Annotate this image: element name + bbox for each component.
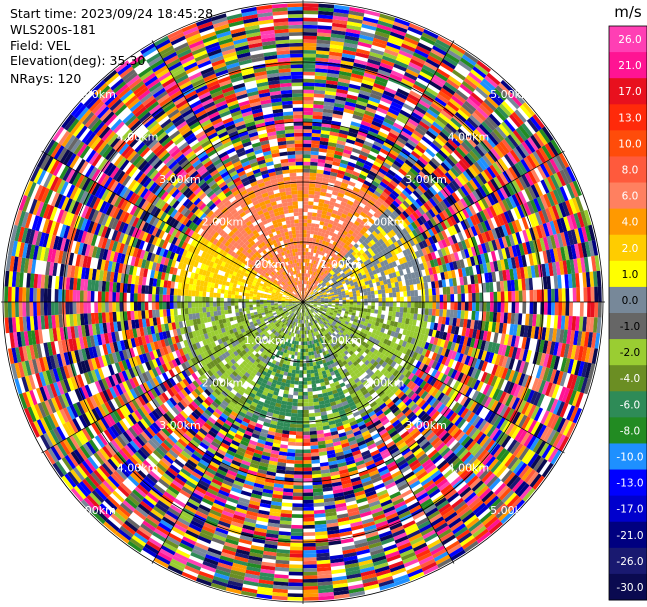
range-ring-label: 4.00km xyxy=(117,461,159,474)
colorbar-tick-label: 17.0 xyxy=(618,86,641,98)
range-ring-label: 1.00km xyxy=(320,258,362,271)
range-ring-label: 2.00km xyxy=(363,377,405,390)
range-ring-label: 2.00km xyxy=(202,215,244,228)
range-ring-labels: 1.00km 1.00km 1.00km 1.00km 2.00km 2.00km 2.00… xyxy=(74,88,531,517)
colorbar-cell xyxy=(609,339,647,366)
range-ring-label: 3.00km xyxy=(405,173,447,186)
azimuth-line xyxy=(302,301,455,564)
colorbar-cell xyxy=(609,469,647,497)
velocity-field xyxy=(4,3,602,601)
colorbar-cell xyxy=(609,234,647,262)
range-ring-label: 4.00km xyxy=(448,131,490,144)
colorbar-tick-label: 2.0 xyxy=(622,243,639,255)
colorbar-cell xyxy=(609,208,647,236)
colorbar-tick-label: 10.0 xyxy=(618,138,641,150)
colorbar-frame xyxy=(608,25,647,601)
azimuth-line xyxy=(302,150,565,303)
colorbar-tick-label: 8.0 xyxy=(622,165,639,177)
colorbar-cell xyxy=(609,443,647,471)
colorbar-tick-label: -6.0 xyxy=(620,399,641,411)
range-ring-label: 3.00km xyxy=(159,419,201,432)
colorbar-tick-label: 26.0 xyxy=(618,34,641,46)
range-ring-label: 5.00km xyxy=(74,88,116,101)
polar-grid xyxy=(1,0,605,604)
colorbar-cell xyxy=(609,156,647,184)
nrays-label: NRays: 120 xyxy=(10,71,82,86)
colorbar-cell xyxy=(609,104,647,131)
colorbar-tick-label: -2.0 xyxy=(620,347,641,359)
colorbar-cell xyxy=(609,26,647,53)
field-label: Field: VEL xyxy=(10,38,71,53)
colorbar-tick-label: 13.0 xyxy=(618,112,641,124)
range-ring-label: 4.00km xyxy=(448,461,490,474)
range-ring-label: 2.00km xyxy=(202,377,244,390)
colorbar-cell xyxy=(609,573,647,601)
colorbar-cell xyxy=(609,78,647,105)
range-ring-label: 5.00km xyxy=(74,504,116,517)
colorbar-tick-label: -4.0 xyxy=(620,373,641,385)
colorbar-tick-label: -17.0 xyxy=(616,504,643,516)
azimuth-line xyxy=(302,40,455,303)
range-ring-label: 1.00km xyxy=(320,334,362,347)
colorbar-tick-label: 21.0 xyxy=(618,60,641,72)
range-ring-label: 3.00km xyxy=(159,173,201,186)
colorbar-cell xyxy=(609,417,647,444)
range-ring-label: 1.00km xyxy=(244,334,286,347)
colorbar-cell xyxy=(609,130,647,157)
azimuth-line xyxy=(41,301,304,454)
colorbar-tick-label: -30.0 xyxy=(616,582,643,594)
colorbar-cell xyxy=(609,260,647,288)
azimuth-line xyxy=(41,150,304,303)
colorbar-cell xyxy=(609,365,647,392)
azimuth-line xyxy=(151,40,304,303)
colorbar-cell xyxy=(609,286,647,314)
colorbar-tick-label: -13.0 xyxy=(616,478,643,490)
colorbar-tick-label: -8.0 xyxy=(620,425,641,437)
colorbar-tick-label: -26.0 xyxy=(616,556,643,568)
colorbar-tick-label: 1.0 xyxy=(622,269,639,281)
range-ring-label: 1.00km xyxy=(244,258,286,271)
colorbar-unit: m/s xyxy=(614,3,642,21)
colorbar-cell xyxy=(609,521,647,549)
colorbar-tick-label: 4.0 xyxy=(622,217,639,229)
colorbar-cell xyxy=(609,547,647,575)
colorbar-tick-label: 6.0 xyxy=(622,191,639,203)
colorbar-tick-label: -10.0 xyxy=(616,452,643,464)
azimuth-line xyxy=(151,301,304,564)
range-ring-label: 2.00km xyxy=(363,215,405,228)
colorbar-cell xyxy=(609,313,647,340)
colorbar: m/s 26.0 21.0 17.0 13.0 10.0 8.0 6.0 4.0 2.0 1.0 0… xyxy=(608,3,647,601)
colorbar-cell xyxy=(609,495,647,523)
colorbar-tick-label: 0.0 xyxy=(622,295,639,307)
azimuth-line xyxy=(302,301,565,454)
start-time-label: Start time: 2023/09/24 18:45:28 xyxy=(10,6,214,21)
elevation-label: Elevation(deg): 35.30 xyxy=(10,53,146,68)
colorbar-cell xyxy=(609,182,647,210)
range-ring-label: 5.00km xyxy=(490,504,532,517)
range-ring-label: 5.00km xyxy=(490,88,532,101)
colorbar-tick-label: -21.0 xyxy=(616,530,643,542)
instrument-label: WLS200s-181 xyxy=(10,22,96,37)
range-ring-label: 4.00km xyxy=(117,131,159,144)
colorbar-tick-label: -1.0 xyxy=(620,321,641,333)
range-ring-label: 3.00km xyxy=(405,419,447,432)
colorbar-cell xyxy=(609,52,647,79)
colorbar-cell xyxy=(609,391,647,418)
